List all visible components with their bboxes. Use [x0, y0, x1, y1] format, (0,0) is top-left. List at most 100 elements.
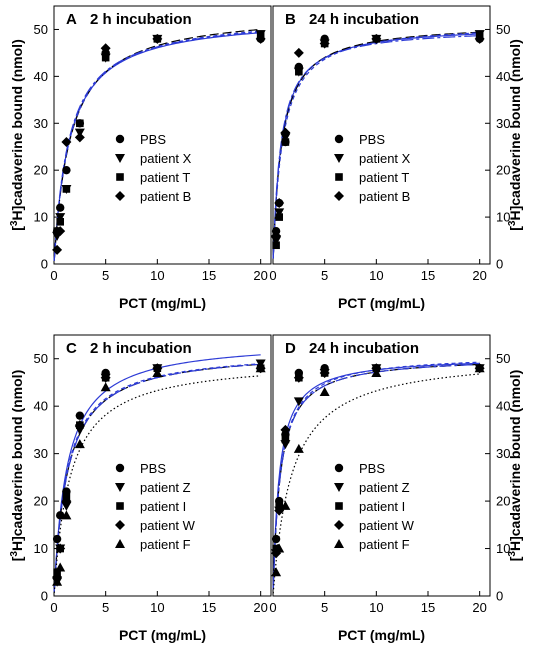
data-point-patient-b: [52, 244, 63, 255]
data-point-patient-b: [100, 43, 111, 54]
legend-label: patient X: [140, 151, 192, 166]
data-point-patient-f: [152, 367, 163, 377]
data-point-patient-x: [55, 213, 66, 223]
fit-curve-patient-x: [272, 31, 480, 259]
data-point-patient-w: [280, 424, 291, 435]
legend-label: patient X: [359, 151, 411, 166]
legend-marker: [334, 463, 344, 473]
x-tick-label: 0: [269, 600, 276, 615]
y-tick-label: 40: [34, 399, 48, 414]
data-point-patient-t: [101, 53, 110, 62]
legend-marker: [334, 520, 344, 530]
y-tick-label: 30: [34, 116, 48, 131]
x-tick-label: 5: [102, 600, 109, 615]
x-tick-label: 5: [102, 268, 109, 283]
fit-curve-patient-w: [53, 363, 261, 593]
y-tick-label: 10: [34, 210, 48, 225]
legend-marker: [115, 483, 125, 492]
legend-marker: [334, 191, 344, 201]
x-tick-label: 20: [472, 600, 486, 615]
y-tick-label: 0: [41, 589, 48, 604]
y-tick-label: 30: [496, 116, 510, 131]
panel-title: 2 h incubation: [90, 340, 192, 357]
data-point-patient-z: [61, 501, 72, 511]
data-point-patient-t: [62, 185, 71, 193]
y-tick-label: 0: [496, 257, 503, 272]
legend-label: patient F: [359, 537, 410, 552]
data-point-patient-b: [280, 127, 291, 138]
y-tick-label: 30: [496, 446, 510, 461]
x-tick-label: 20: [253, 600, 267, 615]
fit-curve-patient-z: [53, 363, 261, 593]
y-tick-label: 0: [496, 589, 503, 604]
legend-marker: [115, 539, 125, 548]
y-tick-label: 50: [34, 22, 48, 37]
y-tick-label: 0: [41, 257, 48, 272]
data-point-patient-b: [152, 33, 163, 44]
legend-label: patient I: [359, 499, 405, 514]
legend-marker: [335, 173, 343, 181]
data-point-patient-f: [293, 443, 304, 453]
y-axis-label: [3H]cadaverine bound (nmol): [507, 39, 524, 230]
y-tick-label: 20: [34, 163, 48, 178]
data-point-patient-t: [76, 119, 84, 128]
data-point-patient-x: [271, 236, 282, 246]
data-point-patient-t: [281, 138, 290, 146]
legend-marker: [115, 463, 125, 473]
y-tick-label: 50: [34, 351, 48, 366]
fit-curve-patient-x: [53, 28, 261, 261]
x-tick-label: 0: [269, 268, 276, 283]
y-axis-label: [3H]cadaverine bound (nmol): [9, 39, 26, 230]
x-axis-label: PCT (mg/mL): [338, 295, 425, 311]
legend-marker: [115, 154, 125, 163]
data-point-patient-i: [281, 435, 290, 444]
y-tick-label: 50: [496, 351, 510, 366]
x-tick-label: 15: [421, 600, 435, 615]
y-tick-label: 50: [496, 22, 510, 37]
chart-panel-c: 0 5 10 15 20 0 10 20 30 40 50 PCT (mg/mL) [3H]cadave…: [9, 334, 272, 643]
data-point-patient-b: [74, 132, 85, 143]
legend-marker: [334, 539, 344, 548]
data-point-patient-f: [61, 510, 72, 520]
fit-curve-patient-w: [272, 363, 480, 590]
data-point-patient-z: [293, 397, 304, 407]
legend-label: patient W: [359, 518, 415, 533]
data-point-patient-f: [55, 562, 66, 572]
legend-label: patient Z: [359, 480, 410, 495]
legend-marker: [115, 191, 125, 201]
data-point-patient-w: [55, 543, 66, 554]
x-axis-label: PCT (mg/mL): [338, 627, 425, 643]
y-axis-label: [3H]cadaverine bound (nmol): [507, 370, 524, 561]
legend-marker: [334, 134, 344, 144]
data-point-pbs: [56, 203, 65, 212]
data-point-patient-f: [274, 543, 285, 553]
legend-label: patient B: [140, 189, 191, 204]
legend-label: patient T: [359, 170, 409, 185]
chart-panel-b: 0 5 10 15 20 0 10 20 30 40 50 PCT (mg/mL) [3H]cadave…: [269, 5, 524, 311]
data-point-patient-f: [52, 576, 63, 586]
chart-panel-a: 0 5 10 15 20 0 10 20 30 40 50 PCT (mg/mL) [3H]cadave…: [9, 5, 272, 311]
legend-label: PBS: [140, 461, 166, 476]
y-tick-label: 10: [34, 541, 48, 556]
plot-frame: [272, 334, 491, 597]
data-point-patient-w: [61, 496, 72, 507]
y-tick-label: 40: [496, 399, 510, 414]
panel-letter: D: [285, 340, 296, 357]
fit-curve-patient-b: [53, 31, 261, 261]
panel-letter: A: [66, 11, 77, 28]
x-tick-label: 10: [150, 268, 164, 283]
data-point-patient-t: [56, 217, 64, 226]
data-point-patient-x: [274, 208, 285, 218]
x-tick-label: 15: [202, 268, 216, 283]
data-point-patient-b: [61, 137, 72, 148]
data-point-patient-w: [74, 420, 85, 431]
data-point-patient-b: [293, 47, 304, 58]
x-tick-label: 5: [321, 600, 328, 615]
x-axis-label: PCT (mg/mL): [119, 295, 206, 311]
y-tick-label: 10: [496, 541, 510, 556]
y-tick-label: 20: [34, 494, 48, 509]
legend-marker: [335, 502, 343, 510]
data-point-patient-t: [272, 241, 280, 250]
x-tick-label: 20: [253, 268, 267, 283]
chart-panel-d: 0 5 10 15 20 0 10 20 30 40 50 PCT (mg/mL) [3H]cadave…: [269, 334, 524, 643]
